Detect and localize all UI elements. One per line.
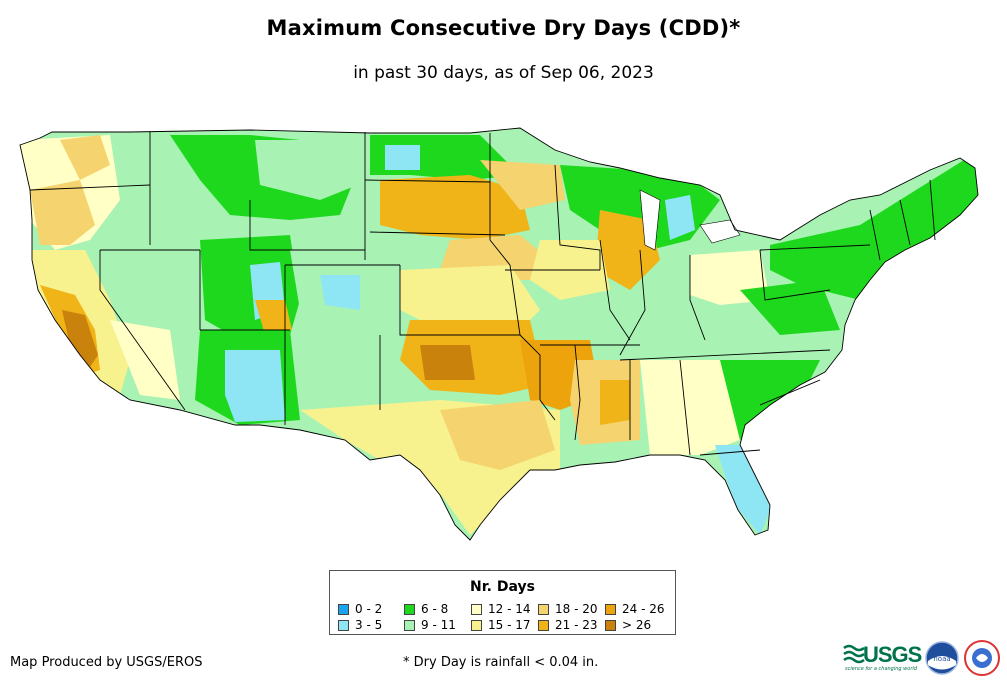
legend-swatch	[404, 604, 415, 615]
usgs-tagline: science for a changing world	[845, 666, 917, 672]
legend-item-15-17: 15 - 17	[471, 619, 531, 631]
legend-swatch	[404, 620, 415, 631]
legend-title: Nr. Days	[470, 579, 535, 595]
legend-swatch	[471, 620, 482, 631]
lake-michigan	[639, 189, 661, 251]
map-credit: Map Produced by USGS/EROS	[10, 655, 203, 670]
map-legend: Nr. Days 0 - 2 3 - 5 6 - 8 9 - 11 12 - 1…	[329, 570, 676, 635]
legend-swatch	[538, 620, 549, 631]
legend-item-18-20: 18 - 20	[538, 603, 598, 615]
legend-swatch	[605, 604, 616, 615]
cdd-color-fill	[20, 128, 978, 540]
usgs-logo-text: USGS	[863, 642, 922, 667]
noaa-logo-icon: noaa	[925, 641, 959, 675]
legend-item-9-11: 9 - 11	[404, 619, 456, 631]
nws-logo-icon	[964, 640, 1000, 676]
legend-item-0-2: 0 - 2	[338, 603, 382, 615]
noaa-label: noaa	[933, 655, 950, 663]
map-subtitle: in past 30 days, as of Sep 06, 2023	[353, 63, 654, 83]
legend-item-24-26: 24 - 26	[605, 603, 665, 615]
lake-huron	[699, 219, 741, 244]
legend-item-6-8: 6 - 8	[404, 603, 448, 615]
legend-swatch	[605, 620, 616, 631]
usgs-wave-icon	[843, 644, 865, 664]
legend-swatch	[338, 620, 349, 631]
legend-swatch	[471, 604, 482, 615]
legend-item-3-5: 3 - 5	[338, 619, 382, 631]
legend-item-gt-26: > 26	[605, 619, 651, 631]
map-title: Maximum Consecutive Dry Days (CDD)*	[266, 16, 741, 40]
dry-day-footnote: * Dry Day is rainfall < 0.04 in.	[403, 655, 599, 670]
legend-item-21-23: 21 - 23	[538, 619, 598, 631]
legend-swatch	[338, 604, 349, 615]
agency-logos: USGS science for a changing world noaa	[843, 638, 1003, 678]
legend-swatch	[538, 604, 549, 615]
legend-item-12-14: 12 - 14	[471, 603, 531, 615]
state-boundaries	[19, 127, 979, 541]
